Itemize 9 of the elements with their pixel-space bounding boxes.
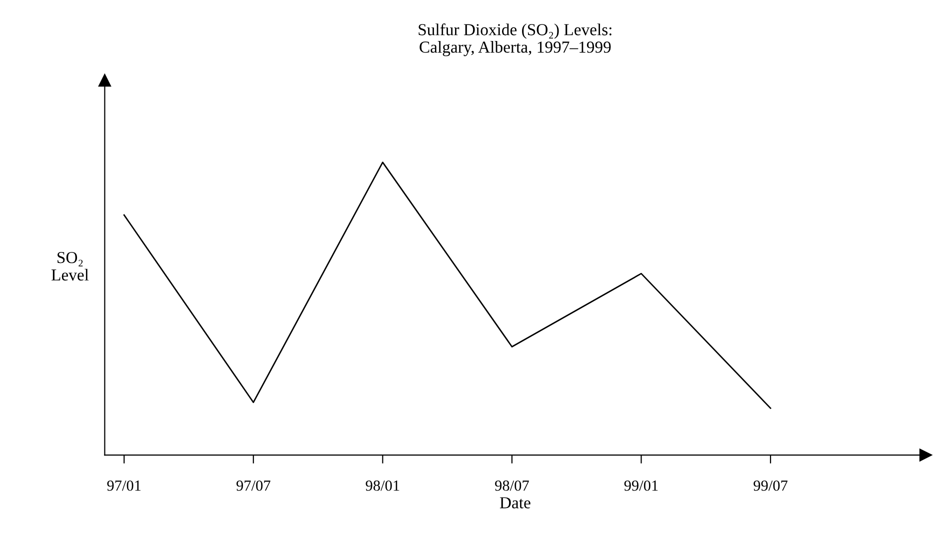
x-axis-title: Date [500,497,530,508]
x-tick-label: 97/07 [236,480,270,491]
x-tick-label: 99/01 [624,480,658,491]
x-tick-label: 98/01 [366,480,400,491]
x-tick-label: 98/07 [495,480,529,491]
x-tick-label: 97/01 [107,480,141,491]
chart-title: Sulfur Dioxide (SO₂) Levels: Calgary, Alberta, 1997–1999 [418,23,612,56]
y-axis-title: SO₂ Level [52,252,89,281]
x-tick-label: 99/07 [754,480,788,491]
